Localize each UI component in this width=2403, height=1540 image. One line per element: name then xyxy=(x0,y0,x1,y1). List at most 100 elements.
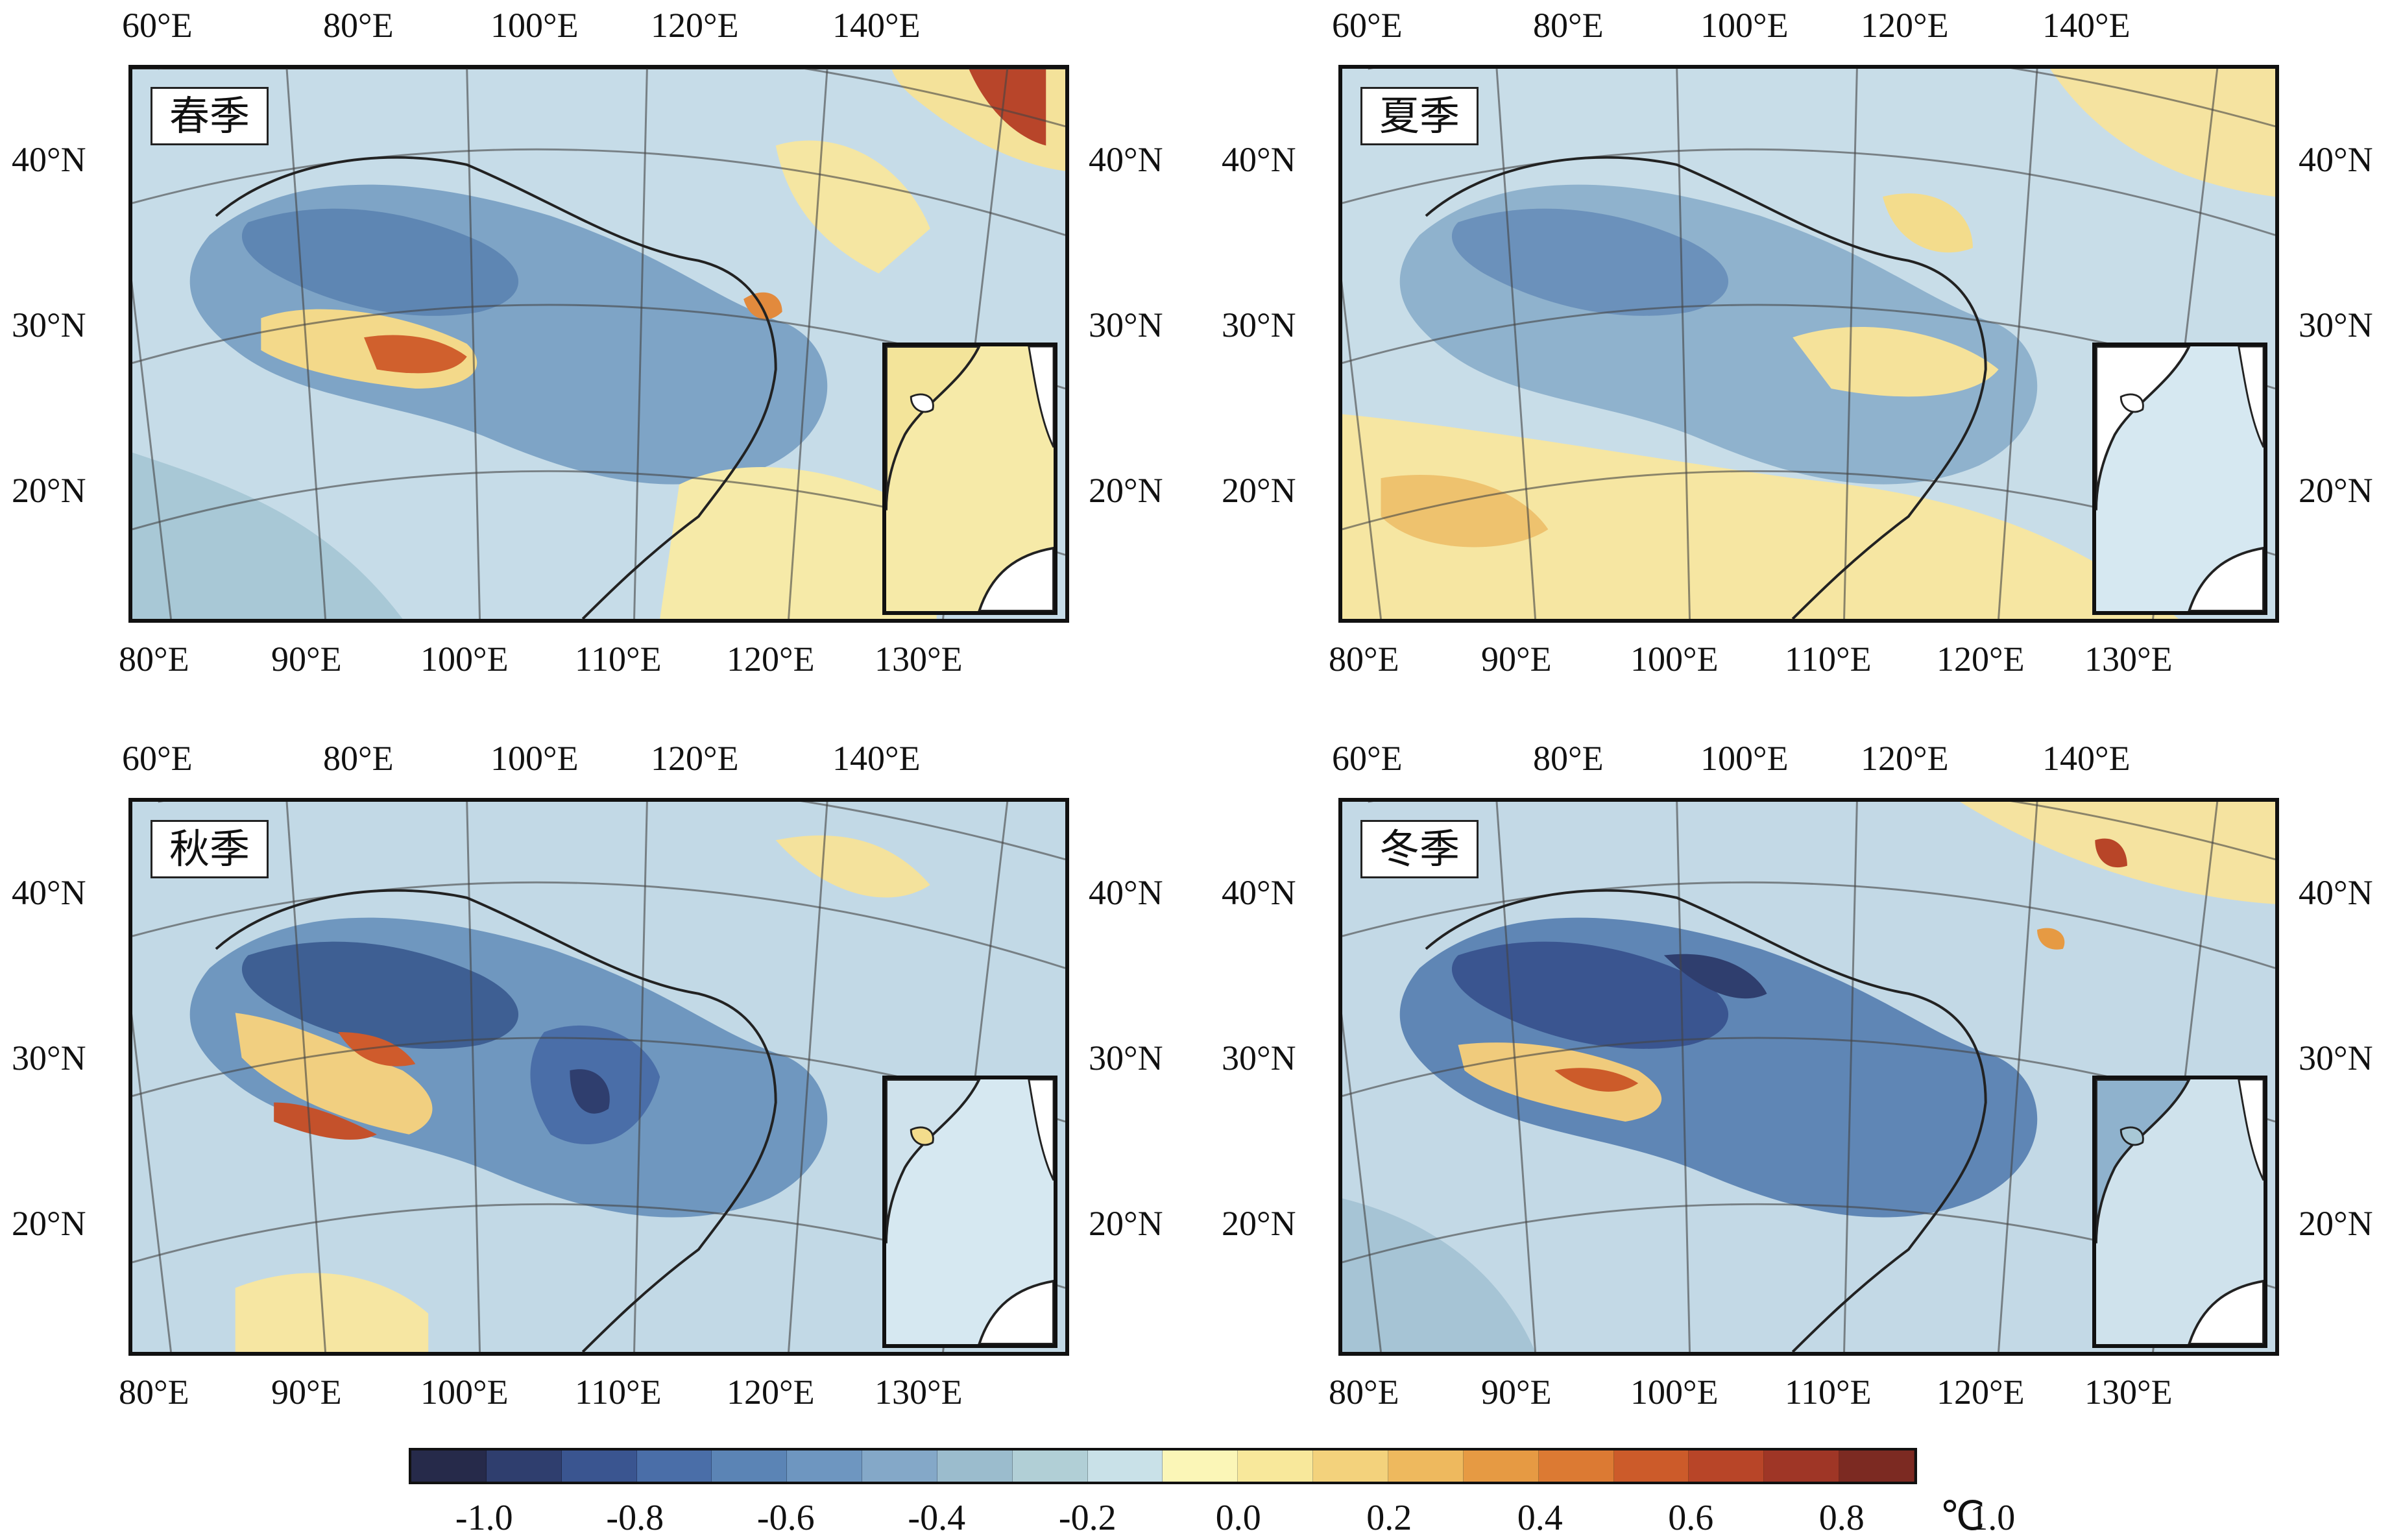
bottom-lon-tick: 120°E xyxy=(727,1373,815,1412)
right-lat-tick: 20°N xyxy=(1089,1204,1163,1243)
top-lon-tick: 100°E xyxy=(490,739,579,778)
left-lat-tick: 30°N xyxy=(12,306,86,344)
bottom-lon-tick: 130°E xyxy=(2084,640,2173,679)
bottom-lon-tick: 120°E xyxy=(1937,640,2025,679)
top-lon-tick: 140°E xyxy=(832,739,921,778)
colorbar-label: 0.8 xyxy=(1818,1498,1865,1538)
left-lat-tick: 40°N xyxy=(1222,140,1296,179)
left-lat-tick: 30°N xyxy=(12,1039,86,1077)
bottom-lon-tick: 80°E xyxy=(119,1373,189,1412)
left-lat-tick: 20°N xyxy=(1222,471,1296,510)
bottom-lon-tick: 90°E xyxy=(1481,1373,1552,1412)
bottom-lon-tick: 80°E xyxy=(1329,1373,1399,1412)
top-lon-tick: 140°E xyxy=(2042,739,2131,778)
left-lat-tick: 30°N xyxy=(1222,1039,1296,1077)
top-lon-tick: 80°E xyxy=(1533,739,1604,778)
right-lat-tick: 30°N xyxy=(2299,1039,2373,1077)
colorbar-cell xyxy=(1012,1450,1088,1482)
colorbar-cell xyxy=(1238,1450,1314,1482)
top-lon-tick: 60°E xyxy=(122,739,193,778)
colorbar-cell xyxy=(1087,1450,1163,1482)
bottom-lon-tick: 100°E xyxy=(420,640,509,679)
top-lon-tick: 100°E xyxy=(1700,739,1789,778)
bottom-lon-tick: 90°E xyxy=(271,1373,342,1412)
left-lat-tick: 40°N xyxy=(12,140,86,179)
bottom-lon-tick: 100°E xyxy=(1630,1373,1719,1412)
top-lon-tick: 120°E xyxy=(651,739,739,778)
top-lon-tick: 120°E xyxy=(651,6,739,45)
right-lat-tick: 30°N xyxy=(2299,306,2373,344)
right-lat-tick: 40°N xyxy=(2299,873,2373,912)
colorbar-cell xyxy=(1689,1450,1765,1482)
left-lat-tick: 40°N xyxy=(1222,873,1296,912)
colorbar-cell xyxy=(787,1450,863,1482)
right-lat-tick: 20°N xyxy=(2299,471,2373,510)
colorbar-label: 0.2 xyxy=(1366,1498,1412,1538)
right-lat-tick: 20°N xyxy=(2299,1204,2373,1243)
top-lon-tick: 120°E xyxy=(1861,6,1949,45)
top-lon-tick: 80°E xyxy=(323,739,394,778)
colorbar-unit: ℃ xyxy=(1940,1495,1985,1539)
bottom-lon-tick: 110°E xyxy=(1785,640,1872,679)
colorbar-label: -0.4 xyxy=(908,1498,966,1538)
season-label: 春季 xyxy=(151,87,269,146)
top-lon-tick: 80°E xyxy=(1533,6,1604,45)
map-panel-winter: 冬季 xyxy=(1338,798,2279,1356)
colorbar-cell xyxy=(1764,1450,1840,1482)
season-label: 秋季 xyxy=(151,820,269,879)
right-lat-tick: 20°N xyxy=(1089,471,1163,510)
top-lon-tick: 80°E xyxy=(323,6,394,45)
top-lon-tick: 100°E xyxy=(1700,6,1789,45)
colorbar xyxy=(409,1448,1917,1484)
bottom-lon-tick: 100°E xyxy=(1630,640,1719,679)
colorbar-label: -1.0 xyxy=(455,1498,513,1538)
bottom-lon-tick: 90°E xyxy=(1481,640,1552,679)
colorbar-cell xyxy=(937,1450,1013,1482)
right-lat-tick: 30°N xyxy=(1089,1039,1163,1077)
colorbar-label: -0.2 xyxy=(1058,1498,1117,1538)
colorbar-label: -0.6 xyxy=(756,1498,815,1538)
colorbar-label: 0.4 xyxy=(1517,1498,1563,1538)
colorbar-cell xyxy=(1613,1450,1689,1482)
colorbar-cell xyxy=(1463,1450,1539,1482)
bottom-lon-tick: 100°E xyxy=(420,1373,509,1412)
right-lat-tick: 30°N xyxy=(1089,306,1163,344)
colorbar-cell xyxy=(1538,1450,1614,1482)
bottom-lon-tick: 120°E xyxy=(1937,1373,2025,1412)
south-china-sea-inset xyxy=(882,1076,1057,1348)
right-lat-tick: 40°N xyxy=(1089,873,1163,912)
left-lat-tick: 20°N xyxy=(12,471,86,510)
bottom-lon-tick: 120°E xyxy=(727,640,815,679)
right-lat-tick: 40°N xyxy=(2299,140,2373,179)
bottom-lon-tick: 90°E xyxy=(271,640,342,679)
left-lat-tick: 20°N xyxy=(12,1204,86,1243)
top-lon-tick: 140°E xyxy=(2042,6,2131,45)
bottom-lon-tick: 110°E xyxy=(575,1373,662,1412)
top-lon-tick: 60°E xyxy=(1332,739,1403,778)
colorbar-cell xyxy=(411,1450,487,1482)
south-china-sea-inset xyxy=(882,343,1057,615)
colorbar-label: -0.8 xyxy=(606,1498,664,1538)
map-panel-autumn: 秋季 xyxy=(128,798,1069,1356)
south-china-sea-inset xyxy=(2092,343,2267,615)
top-lon-tick: 60°E xyxy=(1332,6,1403,45)
season-label: 夏季 xyxy=(1360,87,1479,146)
colorbar-cell xyxy=(712,1450,788,1482)
bottom-lon-tick: 130°E xyxy=(875,1373,963,1412)
left-lat-tick: 30°N xyxy=(1222,306,1296,344)
colorbar-cell xyxy=(1839,1450,1914,1482)
map-panel-spring: 春季 xyxy=(128,65,1069,623)
map-panel-summer: 夏季 xyxy=(1338,65,2279,623)
colorbar-cell xyxy=(1163,1450,1238,1482)
season-label: 冬季 xyxy=(1360,820,1479,879)
top-lon-tick: 140°E xyxy=(832,6,921,45)
colorbar-label: 0.6 xyxy=(1668,1498,1714,1538)
bottom-lon-tick: 110°E xyxy=(1785,1373,1872,1412)
south-china-sea-inset xyxy=(2092,1076,2267,1348)
colorbar-cell xyxy=(1313,1450,1388,1482)
colorbar-cell xyxy=(636,1450,712,1482)
bottom-lon-tick: 110°E xyxy=(575,640,662,679)
left-lat-tick: 40°N xyxy=(12,873,86,912)
top-lon-tick: 60°E xyxy=(122,6,193,45)
left-lat-tick: 20°N xyxy=(1222,1204,1296,1243)
